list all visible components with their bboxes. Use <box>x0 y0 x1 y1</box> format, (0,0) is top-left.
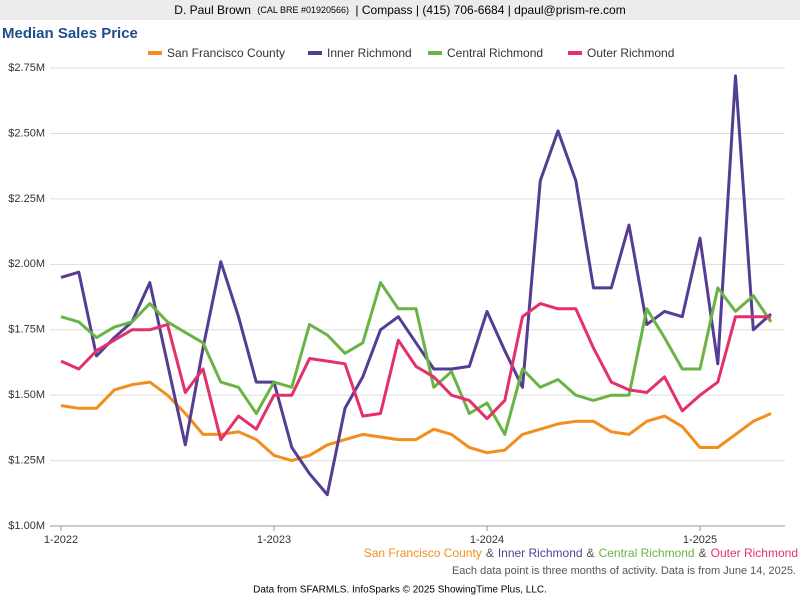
x-tick-label: 1-2022 <box>44 534 78 546</box>
x-tick-label: 1-2023 <box>257 534 291 546</box>
legend-separator: & <box>486 546 494 560</box>
legend-label: Inner Richmond <box>327 46 412 60</box>
series-line <box>60 281 773 436</box>
legend-line-label: San Francisco County <box>364 546 482 560</box>
legend-line-label: Inner Richmond <box>498 546 583 560</box>
y-tick-label: $1.25M <box>8 454 45 466</box>
x-tick-label: 1-2024 <box>470 534 504 546</box>
series-line <box>60 380 772 463</box>
legend-label: San Francisco County <box>167 46 285 60</box>
header: D. Paul Brown (CAL BRE #01920566) | Comp… <box>174 3 625 17</box>
y-tick-label: $1.00M <box>8 520 45 532</box>
y-tick-label: $2.50M <box>8 127 45 139</box>
legend-line: San Francisco County & Inner Richmond & Cent… <box>364 546 798 560</box>
x-tick-label: 1-2025 <box>683 534 717 546</box>
legend-line-label: Outer Richmond <box>711 546 798 560</box>
legend-label: Outer Richmond <box>587 46 674 60</box>
y-tick-label: $2.00M <box>8 258 45 270</box>
series-line <box>60 74 772 497</box>
chart-title: Median Sales Price <box>2 25 138 42</box>
legend-separator: & <box>699 546 707 560</box>
y-tick-label: $1.75M <box>8 324 45 336</box>
series-line <box>60 302 771 442</box>
header-name: D. Paul Brown <box>174 3 251 17</box>
legend-separator: & <box>587 546 595 560</box>
note: Each data point is three months of activ… <box>452 565 796 577</box>
y-tick-label: $2.75M <box>8 62 45 74</box>
legend-label: Central Richmond <box>447 46 543 60</box>
footer: Data from SFARMLS. InfoSparks © 2025 Sho… <box>253 585 547 596</box>
header-bar <box>0 0 800 20</box>
legend-line-label: Central Richmond <box>599 546 695 560</box>
y-tick-label: $2.25M <box>8 193 45 205</box>
header-license: (CAL BRE #01920566) <box>257 5 349 15</box>
header-contact: | Compass | (415) 706-6684 | dpaul@prism… <box>355 3 625 17</box>
y-tick-label: $1.50M <box>8 389 45 401</box>
